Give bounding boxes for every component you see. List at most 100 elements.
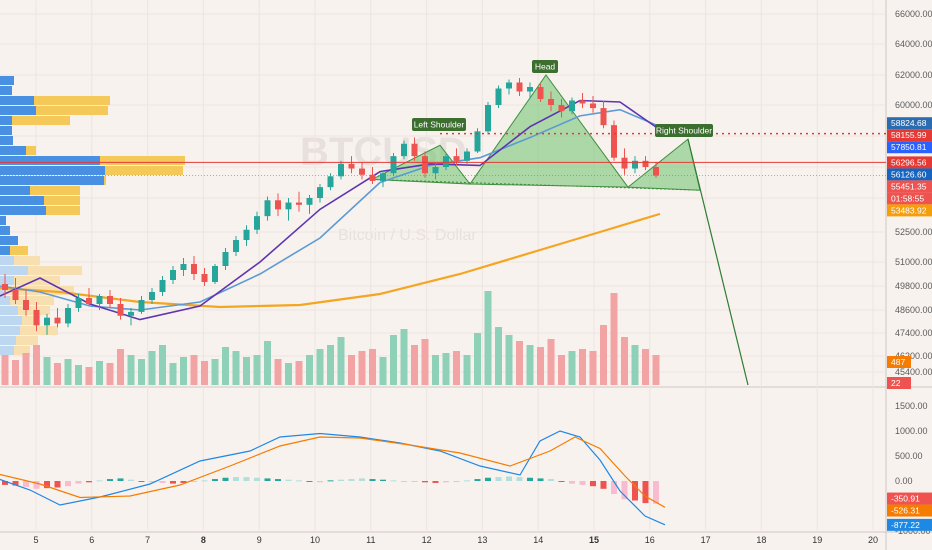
price-tick-label: 62000.00: [895, 70, 932, 80]
macd-histogram-bar: [149, 481, 155, 483]
volume-profile-up: [0, 86, 12, 95]
volume-bar: [295, 361, 303, 385]
volume-bar: [306, 355, 313, 385]
candle-body: [317, 187, 323, 198]
time-tick-label: 19: [812, 535, 822, 545]
macd-tag-label: -526.31: [891, 506, 920, 516]
macd-histogram-bar: [317, 481, 323, 483]
volume-profile-up: [0, 256, 14, 265]
volume-bar: [64, 359, 72, 385]
volume-profile-down: [10, 296, 54, 305]
candle-body: [191, 264, 197, 274]
price-tags: 58824.68 58155.99 57850.81 56296.56 56126.60…: [887, 117, 932, 531]
volume-profile-down: [36, 106, 108, 115]
macd-histogram-bar: [201, 480, 208, 482]
macd-histogram-bar: [75, 481, 82, 484]
candle-body: [23, 300, 29, 310]
candle-body: [348, 163, 355, 169]
macd-tick-label: 1000.00: [895, 426, 928, 436]
price-tag: [887, 117, 932, 130]
volume-bar: [358, 351, 366, 385]
candle-body: [621, 157, 628, 169]
volume-profile-down: [20, 326, 58, 335]
candle-body: [233, 240, 239, 252]
macd-histogram-bar: [537, 478, 544, 481]
volume-bar: [631, 345, 639, 385]
time-tick-label: 14: [533, 535, 543, 545]
candle-body: [369, 174, 376, 181]
macd-histogram-bar: [254, 477, 260, 481]
candle-body: [327, 176, 334, 188]
time-tick-label: 8: [201, 535, 206, 545]
macd-histogram-bar: [138, 481, 145, 482]
volume-bar: [190, 355, 198, 385]
price-tag: [887, 180, 932, 193]
pattern-label-box: [655, 124, 713, 137]
volume-bar: [75, 365, 82, 385]
macd-histogram-bar: [390, 480, 397, 482]
volume-bar: [610, 293, 618, 385]
candle-body: [422, 156, 428, 174]
price-tag-label: 56126.60: [891, 169, 927, 179]
price-tag: [887, 168, 932, 181]
price-tag-label: 57850.81: [891, 142, 927, 152]
volume-profile-down: [34, 96, 110, 105]
macd-histogram-bar: [327, 480, 334, 482]
candle-body: [464, 151, 470, 161]
time-tick-label: 13: [477, 535, 487, 545]
macd-histogram-bar: [621, 481, 628, 500]
volume-bar: [516, 341, 523, 385]
volume-bar: [348, 355, 355, 385]
macd-tick-label: 1500.00: [895, 401, 928, 411]
volume-bar: [22, 353, 30, 385]
price-tick-label: 66000.00: [895, 9, 932, 19]
candle-body: [642, 160, 649, 167]
macd-histogram-bar: [600, 481, 607, 489]
volume-bar: [474, 333, 481, 385]
candle-body: [254, 216, 260, 230]
macd-histogram-bar: [128, 479, 134, 481]
volume-profile: [0, 76, 185, 355]
price-panel[interactable]: [0, 0, 886, 385]
volume-profile-down: [46, 206, 80, 215]
candle-body: [359, 168, 365, 175]
candle-body: [264, 200, 271, 217]
grid: [0, 0, 886, 530]
volume-bar: [369, 349, 376, 385]
candle-body: [548, 99, 554, 105]
volume-profile-up: [0, 236, 18, 245]
volume-bar: [390, 335, 397, 385]
macd-histogram-bar: [33, 481, 40, 489]
volume-bar: [621, 337, 628, 385]
volume-tag: [887, 356, 911, 368]
macd-panel[interactable]: [0, 390, 886, 530]
price-tick-label: 64000.00: [895, 39, 932, 49]
volume-profile-up: [0, 156, 100, 165]
pattern-label: Left Shoulder: [414, 120, 465, 130]
volume-profile-down: [28, 266, 82, 275]
volume-profile-down: [12, 116, 70, 125]
candle-body: [453, 156, 460, 161]
candle-body: [516, 82, 523, 92]
macd-histogram-bar: [117, 478, 124, 481]
volume-profile-up: [0, 286, 6, 295]
volume-bar: [96, 361, 103, 385]
volume-bar: [463, 355, 471, 385]
volume-bar: [411, 345, 418, 385]
candle-body: [380, 173, 386, 181]
candle-body: [54, 317, 61, 324]
candle-body: [75, 298, 82, 308]
volume-tag: [887, 377, 911, 389]
price-tag-label: 55451.35: [891, 181, 927, 191]
candle-body: [149, 292, 155, 300]
time-tick-label: 18: [756, 535, 766, 545]
volume-profile-down: [100, 156, 185, 165]
volume-profile-down: [14, 276, 60, 285]
price-tick-label: 48600.00: [895, 305, 932, 315]
time-tick-label: 12: [422, 535, 432, 545]
macd-tag: [887, 504, 932, 517]
volume-bar: [505, 335, 513, 385]
volume-bar: [253, 355, 261, 385]
macd-histogram-bar: [23, 481, 29, 487]
